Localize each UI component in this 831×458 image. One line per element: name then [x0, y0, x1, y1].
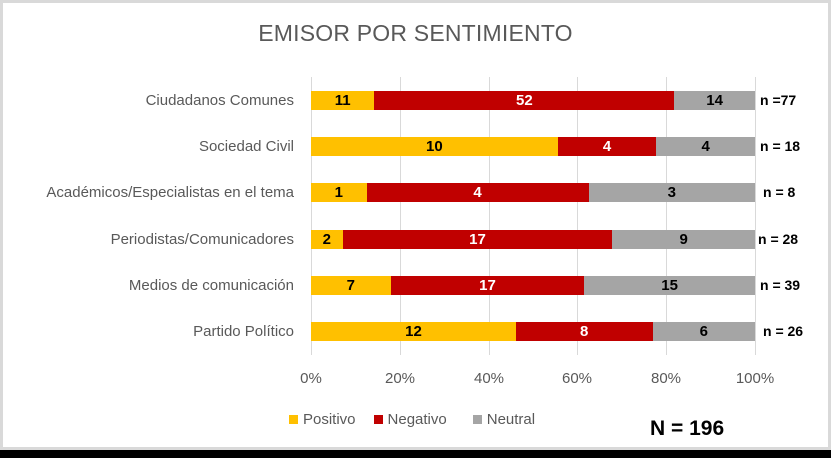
bar-segment-negativo: 17 [390, 276, 585, 295]
legend-swatch-neutral [472, 415, 482, 424]
legend-item-positivo: Positivo [289, 411, 356, 428]
bar-segment-positivo: 7 [311, 276, 391, 295]
gridline [489, 77, 490, 355]
bar-segment-positivo: 1 [311, 183, 367, 202]
chart-area [3, 3, 828, 447]
category-label: Ciudadanos Comunes [145, 92, 294, 109]
legend-label-neutral: Neutral [486, 411, 536, 428]
legend-swatch-positivo [289, 415, 298, 424]
bar-segment-negativo: 52 [374, 91, 675, 110]
bar-segment-neutral: 15 [584, 276, 755, 295]
chart-title: EMISOR POR SENTIMIENTO [258, 20, 573, 46]
n-label: n =77 [760, 92, 797, 108]
x-tick-label: 0% [300, 370, 322, 387]
gridline [755, 77, 756, 355]
x-tick-label: 40% [473, 370, 505, 387]
legend-item-negativo: Negativo [373, 411, 447, 428]
bar-segment-neutral: 6 [652, 322, 755, 341]
bar-segment-positivo: 11 [311, 91, 375, 110]
x-tick-label: 80% [650, 370, 682, 387]
n-label: n = 39 [760, 277, 801, 293]
legend-item-neutral: Neutral [472, 411, 536, 428]
category-label: Partido Político [193, 323, 294, 340]
bar-segment-positivo: 2 [311, 230, 343, 249]
bar-segment-negativo: 17 [342, 230, 613, 249]
gridline [400, 77, 401, 355]
category-label: Periodistas/Comunicadores [110, 231, 294, 248]
total-n-label: N = 196 [650, 417, 725, 440]
x-tick-label: 20% [384, 370, 416, 387]
y-axis-line [311, 77, 312, 355]
legend-swatch-negativo [373, 415, 383, 424]
gridline [666, 77, 667, 355]
n-label: n = 8 [763, 184, 796, 200]
legend-label-positivo: Positivo [303, 411, 356, 428]
bar-segment-negativo: 4 [557, 137, 657, 156]
legend-label-negativo: Negativo [387, 411, 447, 428]
bar-segment-neutral: 14 [674, 91, 755, 110]
x-tick-label: 60% [561, 370, 593, 387]
legend: Positivo Negativo Neutral [289, 411, 553, 428]
bar-segment-neutral: 4 [656, 137, 755, 156]
bar-segment-neutral: 3 [588, 183, 755, 202]
bar-segment-negativo: 4 [366, 183, 589, 202]
gridline [577, 77, 578, 355]
n-label: n = 26 [763, 323, 804, 339]
bar-segment-positivo: 12 [311, 322, 516, 341]
x-tick-label: 100% [735, 370, 775, 387]
bar-segment-negativo: 8 [515, 322, 653, 341]
n-label: n = 28 [758, 231, 799, 247]
category-label: Medios de comunicación [128, 277, 294, 294]
n-label: n = 18 [760, 138, 801, 154]
category-label: Académicos/Especialistas en el tema [46, 184, 294, 201]
bar-segment-neutral: 9 [612, 230, 755, 249]
bar-segment-positivo: 10 [311, 137, 558, 156]
category-label: Sociedad Civil [198, 138, 294, 155]
